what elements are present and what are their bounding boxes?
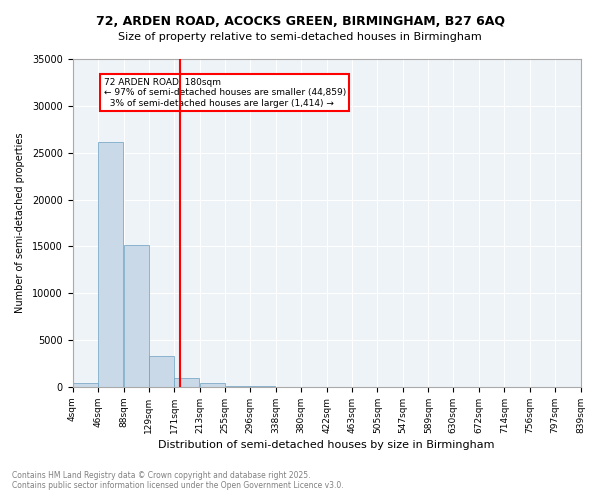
Bar [226, 386, 250, 387]
Y-axis label: Number of semi-detached properties: Number of semi-detached properties [15, 132, 25, 313]
Bar [98, 142, 124, 387]
Text: Contains HM Land Registry data © Crown copyright and database right 2025.
Contai: Contains HM Land Registry data © Crown c… [12, 470, 344, 490]
Bar [200, 383, 225, 387]
Text: Size of property relative to semi-detached houses in Birmingham: Size of property relative to semi-detach… [118, 32, 482, 42]
X-axis label: Distribution of semi-detached houses by size in Birmingham: Distribution of semi-detached houses by … [158, 440, 495, 450]
Text: 72 ARDEN ROAD: 180sqm
← 97% of semi-detached houses are smaller (44,859)
  3% of: 72 ARDEN ROAD: 180sqm ← 97% of semi-deta… [104, 78, 346, 108]
Bar [149, 356, 174, 387]
Bar [175, 378, 199, 387]
Bar [124, 246, 149, 387]
Text: 72, ARDEN ROAD, ACOCKS GREEN, BIRMINGHAM, B27 6AQ: 72, ARDEN ROAD, ACOCKS GREEN, BIRMINGHAM… [95, 15, 505, 28]
Bar [73, 383, 98, 387]
